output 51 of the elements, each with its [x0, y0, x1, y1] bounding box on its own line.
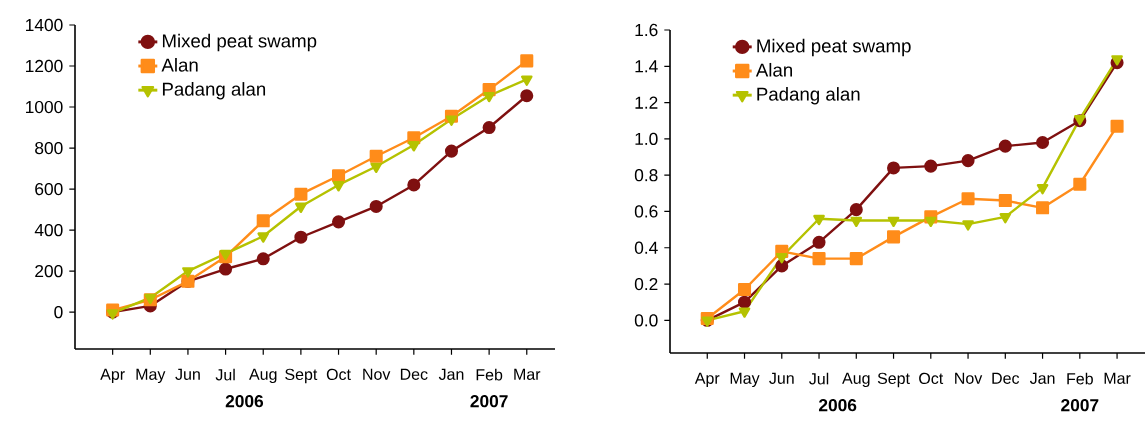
text: 2007 [1061, 399, 1099, 412]
legend-label: Mixed peat swamp [757, 38, 911, 57]
x-tick-label: Nov [955, 372, 983, 384]
x-tick-label: Dec [400, 368, 428, 380]
legend-label: Alan [161, 57, 198, 72]
x-tick-label: Dec [992, 372, 1020, 384]
x-tick-label: Jan [1029, 372, 1055, 384]
text: 2006 [818, 399, 857, 412]
x-tick-label: Oct [919, 372, 944, 385]
x-tick-label: Oct [326, 368, 351, 381]
y-tick-label: 200 [35, 264, 63, 278]
x-tick-label: May [730, 372, 760, 388]
x-tick-label: Sept [877, 372, 910, 388]
x-tick-label: Mar [514, 368, 541, 380]
y-tick-label: 800 [35, 141, 63, 155]
y-tick-label: 0.0 [634, 314, 658, 327]
y-tick-label: 400 [34, 223, 63, 237]
y-tick-label: 1.6 [635, 23, 658, 37]
x-tick-label: Jun [175, 368, 200, 380]
y-tick-label: 0.2 [634, 277, 658, 291]
x-tick-label: Jul [809, 372, 829, 385]
x-tick-label: Sept [285, 368, 318, 384]
legend-label: Padang alan [162, 82, 266, 100]
x-tick-label: Nov [363, 368, 391, 380]
y-tick-label: 0.8 [634, 169, 658, 182]
text: 2006 [225, 395, 264, 408]
text: 2007 [470, 395, 508, 408]
legend-label: Mixed peat swamp [162, 33, 317, 52]
x-tick-label: Apr [100, 368, 125, 384]
x-tick-label: Jul [215, 368, 235, 381]
y-tick-label: 0.4 [634, 241, 658, 254]
legend-label: Alan [755, 62, 792, 77]
x-tick-label: Aug [249, 368, 277, 384]
x-tick-label: Jan [438, 368, 464, 380]
y-tick-label: 1200 [26, 59, 63, 73]
x-tick-label: Jun [769, 372, 794, 384]
y-tick-label: 0 [54, 305, 63, 319]
y-tick-label: 1400 [26, 18, 63, 32]
y-tick-label: 0.6 [634, 205, 658, 218]
y-tick-label: 1.4 [635, 60, 658, 73]
x-tick-label: Aug [842, 372, 870, 388]
x-tick-label: May [136, 368, 166, 384]
y-tick-label: 600 [35, 182, 63, 196]
y-tick-label: 1.0 [635, 132, 658, 146]
x-tick-label: Feb [476, 368, 503, 381]
x-tick-label: Feb [1067, 372, 1093, 385]
legend-label: Padang alan [757, 87, 860, 105]
y-tick-label: 1.2 [635, 96, 658, 109]
y-tick-label: 1000 [26, 100, 63, 114]
x-tick-label: Apr [694, 372, 720, 388]
x-tick-label: Mar [1104, 372, 1131, 384]
